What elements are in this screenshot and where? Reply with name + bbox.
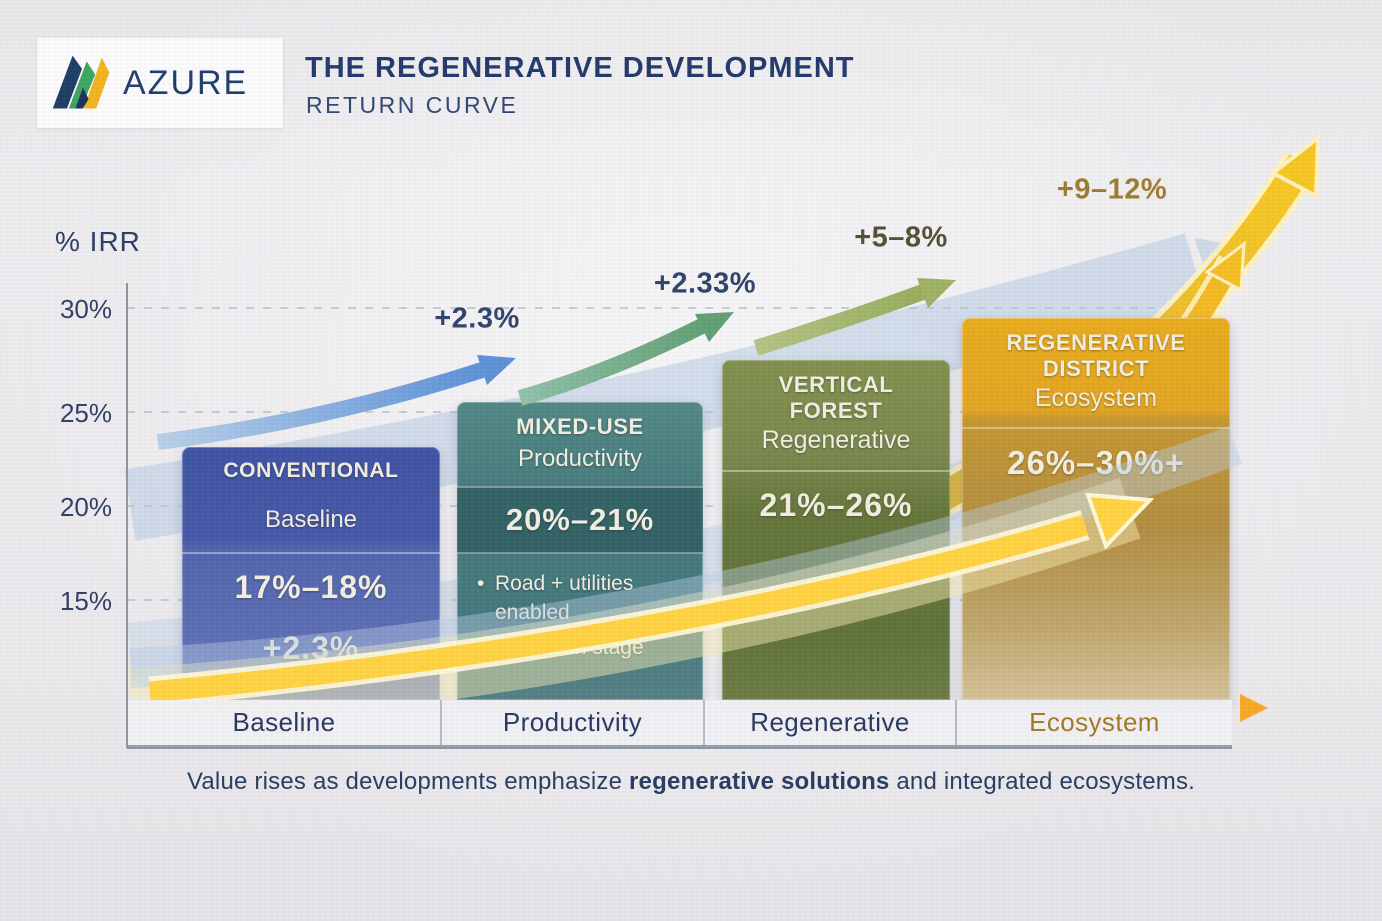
y-tick-20: 20% <box>59 492 112 522</box>
olive-arrow-head-icon <box>917 278 956 308</box>
bar-vertical-forest: VERTICAL FOREST Regenerative 21%–26% <box>722 360 950 700</box>
gold-arrow-secondary-head-icon <box>1204 240 1246 293</box>
x-axis-band: Baseline Productivity Regenerative Ecosy… <box>128 700 1232 747</box>
bar-conventional-irr-range: 17%–18% <box>234 568 388 605</box>
olive-uplift-arrow <box>753 278 956 356</box>
caption-highlight: regenerative solutions <box>629 768 890 795</box>
bar-divider <box>182 551 440 554</box>
x-category-productivity: Productivity <box>440 700 703 745</box>
azure-logo-icon <box>52 55 110 109</box>
bar-mixed-use-stage: Productivity <box>517 444 643 472</box>
blue-arrow-head-icon <box>477 355 516 385</box>
uplift-annotation-3: +5–8% <box>854 221 948 254</box>
x-axis-arrow-icon <box>1240 694 1268 722</box>
bar-conventional-title: CONVENTIONAL <box>223 459 399 482</box>
uplift-annotation-2: +2.33% <box>653 267 757 300</box>
x-category-baseline: Baseline <box>232 707 336 737</box>
bar-divider <box>962 426 1230 429</box>
pale-blue-band-arrowhead-icon <box>1194 238 1262 302</box>
uplift-annotation-1: +2.3% <box>434 302 520 335</box>
y-tick-15: 15% <box>59 586 112 616</box>
note-item: Transition stage <box>477 634 687 663</box>
green-uplift-arrow <box>517 312 734 406</box>
bar-vertical-forest-stage: Regenerative <box>761 425 911 454</box>
bar-regenerative-district: REGENERATIVE DISTRICT Ecosystem 26%–30%+ <box>962 318 1230 700</box>
bar-vertical-forest-title: VERTICAL FOREST <box>778 372 894 423</box>
y-axis-label: % IRR <box>55 226 141 257</box>
uplift-annotation-4: +9–12% <box>1056 173 1168 206</box>
note-item: Road + utilities enabled <box>477 570 687 628</box>
bar-mixed-use-title: MIXED-USE <box>516 414 644 439</box>
x-category-ecosystem: Ecosystem <box>955 700 1232 745</box>
caption: Value rises as developments emphasize re… <box>0 768 1382 796</box>
y-tick-25: 25% <box>59 398 112 428</box>
bar-regenerative-district-title: REGENERATIVE DISTRICT <box>1006 330 1186 381</box>
bar-conventional-uplift: +2.3% <box>262 629 360 666</box>
bar-conventional: CONVENTIONAL Baseline 17%–18% +2.3% <box>182 447 440 700</box>
page-title: THE REGENERATIVE DEVELOPMENT <box>305 52 855 84</box>
bar-vertical-forest-irr-range: 21%–26% <box>759 486 913 523</box>
bar-regenerative-district-irr-range: 26%–30%+ <box>1007 443 1185 481</box>
y-tick-30: 30% <box>59 294 112 324</box>
x-category-regenerative: Regenerative <box>703 700 955 745</box>
bar-mixed-use-range-band: 20%–21% <box>457 485 703 554</box>
bar-conventional-stage: Baseline <box>264 505 358 533</box>
caption-suffix: and integrated ecosystems. <box>889 768 1196 795</box>
bar-mixed-use-irr-range: 20%–21% <box>505 501 655 537</box>
bar-regenerative-district-stage: Ecosystem <box>1034 383 1158 412</box>
bar-mixed-use: MIXED-USE Productivity 20%–21% Road + ut… <box>457 402 703 700</box>
bar-divider <box>722 469 950 472</box>
green-arrow-head-icon <box>695 312 734 342</box>
gold-arrow-large-head-icon <box>1269 133 1321 200</box>
brand-logo-card: AZURE <box>37 38 283 128</box>
bar-mixed-use-notes: Road + utilities enabled Transition stag… <box>457 570 703 663</box>
page-subtitle: RETURN CURVE <box>306 92 519 118</box>
caption-prefix: Value rises as developments emphasize <box>186 768 629 795</box>
brand-name: AZURE <box>123 63 249 102</box>
